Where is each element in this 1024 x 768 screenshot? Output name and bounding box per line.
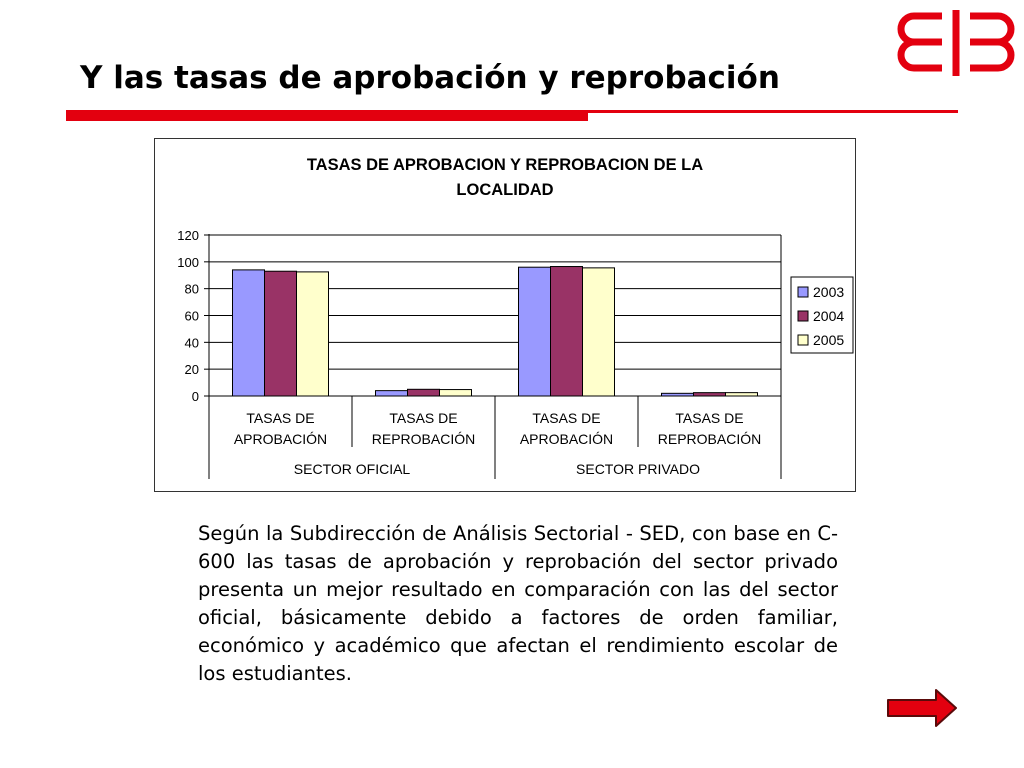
bar-2003 xyxy=(518,266,551,397)
bar-2003 xyxy=(661,392,694,397)
group-label: SECTOR OFICIAL xyxy=(294,461,411,477)
bar-2003 xyxy=(232,269,265,397)
bar-2005 xyxy=(296,271,329,397)
legend-label: 2004 xyxy=(813,308,844,324)
x-tick-label: REPROBACIÓN xyxy=(658,431,761,447)
x-tick-label: REPROBACIÓN xyxy=(372,431,475,447)
y-tick-label: 0 xyxy=(192,389,199,404)
x-tick-label: TASAS DE xyxy=(389,410,457,426)
x-tick-label: APROBACIÓN xyxy=(520,431,613,447)
x-tick-label: APROBACIÓN xyxy=(234,431,327,447)
legend-label: 2005 xyxy=(813,332,844,348)
bar-2004 xyxy=(693,392,726,397)
y-tick-label: 20 xyxy=(185,362,199,377)
bar-2004 xyxy=(264,270,297,397)
title-underline-thin xyxy=(588,110,958,113)
slide-title: Y las tasas de aprobación y reprobación xyxy=(80,60,780,96)
y-tick-label: 100 xyxy=(177,255,199,270)
x-tick-label: TASAS DE xyxy=(246,410,314,426)
legend-swatch xyxy=(797,286,809,298)
bar-2005 xyxy=(582,267,615,397)
group-label: SECTOR PRIVADO xyxy=(576,461,700,477)
next-arrow-button[interactable] xyxy=(886,688,958,728)
x-tick-label: TASAS DE xyxy=(675,410,743,426)
y-tick-label: 80 xyxy=(185,282,199,297)
chart-plot: 0 20 40 60 80 100 120 TASAS DE APROBACIÓN TASAS D… xyxy=(177,228,854,479)
y-tick-label: 60 xyxy=(185,309,199,324)
bar-2005 xyxy=(725,392,758,397)
bar-2004 xyxy=(407,388,440,397)
chart-title: TASAS DE APROBACION Y REPROBACION DE LA … xyxy=(306,156,704,199)
title-underline-thick xyxy=(66,110,588,121)
legend-swatch xyxy=(797,334,809,346)
y-tick-label: 120 xyxy=(177,228,199,243)
institution-logo-icon xyxy=(897,10,1015,76)
x-tick-label: TASAS DE xyxy=(532,410,600,426)
body-paragraph: Según la Subdirección de Análisis Sector… xyxy=(198,522,838,685)
right-arrow-icon[interactable] xyxy=(887,689,957,727)
bar-2005 xyxy=(439,389,472,397)
chart-container: TASAS DE APROBACION Y REPROBACION DE LA … xyxy=(154,138,856,492)
legend-swatch xyxy=(797,310,809,322)
legend-label: 2003 xyxy=(813,284,844,300)
bar-2003 xyxy=(375,390,408,397)
y-tick-label: 40 xyxy=(185,335,199,350)
bar-2004 xyxy=(550,266,583,397)
